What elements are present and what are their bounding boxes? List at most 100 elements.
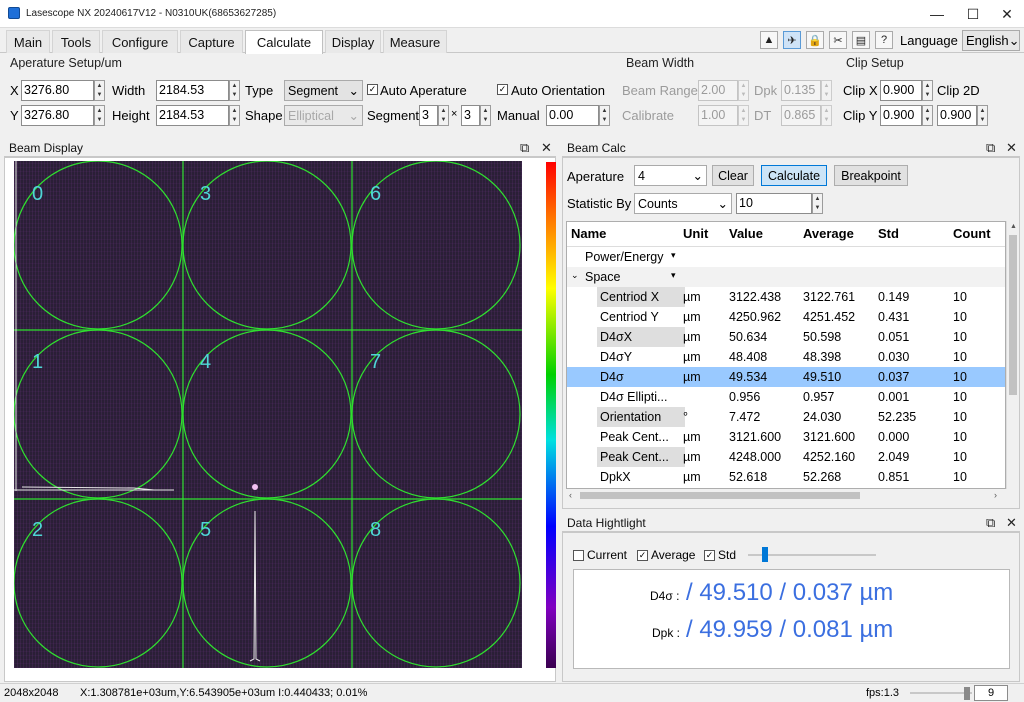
- tab-display[interactable]: Display: [325, 30, 381, 53]
- cell-value: 52.618: [729, 470, 768, 484]
- manual-spinner[interactable]: ▲ ▼: [599, 105, 610, 126]
- height-input[interactable]: 2184.53: [156, 105, 229, 126]
- font-size-slider-thumb[interactable]: [762, 547, 768, 562]
- aperture-setup-title: Aperature Setup/um: [10, 56, 122, 70]
- beam-range-spinner[interactable]: ▲ ▼: [738, 80, 749, 101]
- close-panel-icon[interactable]: ✕: [1006, 515, 1017, 530]
- y-spinner[interactable]: ▲ ▼: [94, 105, 105, 126]
- clip-2d-input[interactable]: 0.900: [937, 105, 977, 126]
- col-std[interactable]: Std: [878, 226, 899, 241]
- tab-measure[interactable]: Measure: [383, 30, 447, 53]
- shape-select[interactable]: Elliptical ⌄: [284, 105, 363, 126]
- calibrate-spinner[interactable]: ▲ ▼: [738, 105, 749, 126]
- segment-a-input[interactable]: 3: [419, 105, 438, 126]
- type-select[interactable]: Segment ⌄: [284, 80, 363, 101]
- current-checkbox[interactable]: [573, 550, 584, 561]
- height-spinner[interactable]: ▲ ▼: [229, 105, 240, 126]
- clip-x-spinner[interactable]: ▲ ▼: [922, 80, 933, 101]
- save-icon[interactable]: ▤: [852, 31, 870, 49]
- dpk-input[interactable]: 0.135: [781, 80, 821, 101]
- tab-tools[interactable]: Tools: [52, 30, 100, 53]
- x-input[interactable]: 3276.80: [21, 80, 94, 101]
- close-panel-icon[interactable]: ✕: [1006, 140, 1017, 155]
- table-row[interactable]: D4σX µm 50.634 50.598 0.051 10: [567, 327, 1005, 347]
- maximize-button[interactable]: ☐: [966, 5, 980, 22]
- statistic-select[interactable]: Counts ⌄: [634, 193, 732, 214]
- scroll-up-icon[interactable]: ▲: [1010, 223, 1017, 230]
- auto-aperture-checkbox[interactable]: ✓: [367, 84, 378, 95]
- col-count[interactable]: Count: [953, 226, 991, 241]
- tab-main[interactable]: Main: [6, 30, 50, 53]
- float-window-icon[interactable]: ⧉: [986, 140, 996, 155]
- segment-a-spinner[interactable]: ▲ ▼: [438, 105, 449, 126]
- lock-icon[interactable]: 🔒: [806, 31, 824, 49]
- statistic-count-spinner[interactable]: ▲ ▼: [812, 193, 823, 214]
- std-label: Std: [718, 548, 737, 562]
- help-icon[interactable]: ?: [875, 31, 893, 49]
- clip-y-spinner[interactable]: ▲ ▼: [922, 105, 933, 126]
- width-input[interactable]: 2184.53: [156, 80, 229, 101]
- table-row[interactable]: D4σ Ellipti... 0.956 0.957 0.001 10: [567, 387, 1005, 407]
- clip-x-input[interactable]: 0.900: [880, 80, 922, 101]
- table-row-selected[interactable]: D4σ µm 49.534 49.510 0.037 10: [567, 367, 1005, 387]
- triangle-up-icon[interactable]: ▲: [760, 31, 778, 49]
- table-row[interactable]: Peak Cent... µm 3121.600 3121.600 0.000 10: [567, 427, 1005, 447]
- col-unit[interactable]: Unit: [683, 226, 709, 241]
- table-row[interactable]: Centriod X µm 3122.438 3122.761 0.149 10: [567, 287, 1005, 307]
- calculate-button[interactable]: Calculate: [761, 165, 827, 186]
- scroll-right-icon[interactable]: ›: [994, 490, 997, 500]
- tab-calculate[interactable]: Calculate: [245, 30, 323, 54]
- minimize-button[interactable]: —: [930, 6, 944, 22]
- manual-input[interactable]: 0.00: [546, 105, 599, 126]
- chevron-down-icon[interactable]: ⌄: [571, 270, 579, 280]
- group-space[interactable]: ⌄ Space ▾: [567, 267, 1005, 287]
- group-power-energy[interactable]: Power/Energy ▾: [567, 247, 1005, 267]
- y-input[interactable]: 3276.80: [21, 105, 94, 126]
- table-row[interactable]: D4σY µm 48.408 48.398 0.030 10: [567, 347, 1005, 367]
- table-row[interactable]: Orientation ° 7.472 24.030 52.235 10: [567, 407, 1005, 427]
- col-value[interactable]: Value: [729, 226, 763, 241]
- average-checkbox[interactable]: ✓: [637, 550, 648, 561]
- close-panel-icon[interactable]: ✕: [541, 140, 552, 155]
- scissors-icon[interactable]: ✂: [829, 31, 847, 49]
- width-spinner[interactable]: ▲ ▼: [229, 80, 240, 101]
- pin-icon[interactable]: ✈: [783, 31, 801, 49]
- clip-y-input[interactable]: 0.900: [880, 105, 922, 126]
- dt-input[interactable]: 0.865: [781, 105, 821, 126]
- calibrate-input[interactable]: 1.00: [698, 105, 738, 126]
- tab-capture[interactable]: Capture: [180, 30, 243, 53]
- aperture-select[interactable]: 4 ⌄: [634, 165, 707, 186]
- segment-b-spinner[interactable]: ▲ ▼: [480, 105, 491, 126]
- clip-2d-spinner[interactable]: ▲ ▼: [977, 105, 988, 126]
- font-size-slider-track[interactable]: [748, 554, 876, 556]
- fps-slider-track[interactable]: [910, 692, 972, 694]
- table-row[interactable]: DpkX µm 52.618 52.268 0.851 10: [567, 467, 1005, 487]
- fps-slider-thumb[interactable]: [964, 687, 970, 700]
- col-name[interactable]: Name: [571, 226, 607, 241]
- segment-b-input[interactable]: 3: [461, 105, 480, 126]
- auto-orientation-checkbox[interactable]: ✓: [497, 84, 508, 95]
- statistic-count-input[interactable]: 10: [736, 193, 812, 214]
- x-spinner[interactable]: ▲ ▼: [94, 80, 105, 101]
- table-vertical-scrollbar[interactable]: ▲: [1006, 221, 1019, 489]
- col-average[interactable]: Average: [803, 226, 854, 241]
- tab-configure[interactable]: Configure: [102, 30, 178, 53]
- scroll-thumb[interactable]: [1009, 235, 1017, 395]
- table-horizontal-scrollbar[interactable]: ‹ ›: [566, 489, 1006, 502]
- table-row[interactable]: Centriod Y µm 4250.962 4251.452 0.431 10: [567, 307, 1005, 327]
- scroll-thumb[interactable]: [580, 492, 860, 499]
- language-select[interactable]: English ⌄: [962, 30, 1020, 51]
- scroll-left-icon[interactable]: ‹: [569, 490, 572, 500]
- beam-image[interactable]: 0 3 6 1 4 7 2 5 8: [14, 161, 522, 668]
- close-button[interactable]: ✕: [1001, 5, 1013, 22]
- std-checkbox[interactable]: ✓: [704, 550, 715, 561]
- table-row[interactable]: Peak Cent... µm 4248.000 4252.160 2.049 10: [567, 447, 1005, 467]
- beam-range-input[interactable]: 2.00: [698, 80, 738, 101]
- clear-button[interactable]: Clear: [712, 165, 754, 186]
- fps-value-input[interactable]: 9: [974, 685, 1008, 701]
- breakpoint-button[interactable]: Breakpoint: [834, 165, 908, 186]
- float-window-icon[interactable]: ⧉: [520, 140, 530, 155]
- float-window-icon[interactable]: ⧉: [986, 515, 996, 530]
- dt-spinner[interactable]: ▲ ▼: [821, 105, 832, 126]
- dpk-spinner[interactable]: ▲ ▼: [821, 80, 832, 101]
